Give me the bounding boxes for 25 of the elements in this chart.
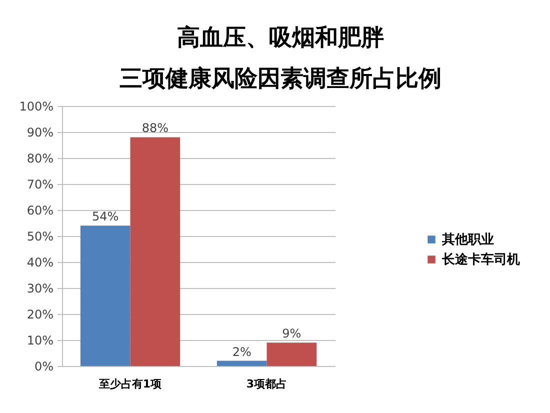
chart-subtitle: 三项健康风险因素调查所占比例: [120, 65, 442, 92]
bar: [130, 137, 180, 366]
y-tick-label: 20%: [26, 308, 54, 322]
y-tick-label: 40%: [26, 256, 54, 270]
legend-label: 其他职业: [441, 232, 494, 248]
x-tick-label: 至少占有1项: [98, 378, 163, 390]
bar: [216, 360, 267, 366]
bar: [80, 226, 130, 366]
x-tick-label: 3项都占: [246, 378, 288, 390]
legend-label: 长途卡车司机: [441, 252, 520, 268]
data-label: 88%: [142, 121, 168, 136]
y-tick-label: 50%: [26, 230, 54, 244]
y-tick-label: 90%: [26, 126, 54, 140]
chart-title: 高血压、吸烟和肥胖: [177, 24, 384, 51]
data-label: 9%: [282, 326, 302, 341]
data-label: 54%: [92, 210, 119, 224]
y-tick-label: 30%: [26, 282, 54, 296]
bar: [266, 342, 317, 366]
y-tick-label: 10%: [26, 334, 54, 348]
y-tick-label: 0%: [34, 360, 54, 374]
y-tick-label: 70%: [26, 178, 54, 192]
data-label: 2%: [232, 344, 252, 359]
y-tick-label: 100%: [19, 100, 54, 114]
y-tick-label: 80%: [26, 152, 54, 166]
y-tick-label: 60%: [26, 204, 54, 218]
